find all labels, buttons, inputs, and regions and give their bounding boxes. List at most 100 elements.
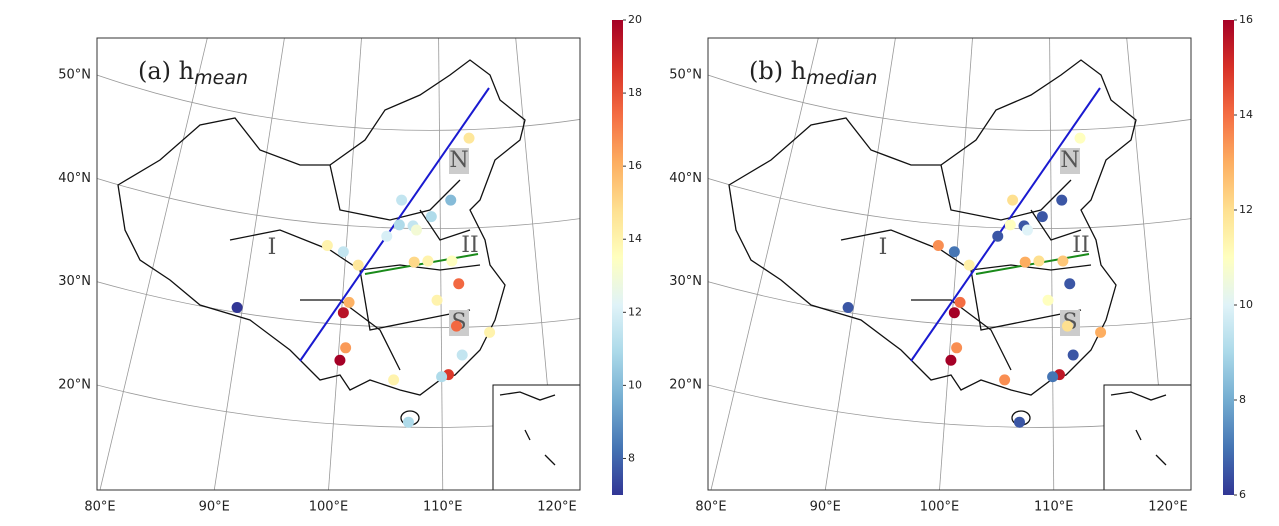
- colorbar-tick-label: 12: [1239, 203, 1253, 216]
- map-frame: [96, 37, 581, 491]
- meridian: [328, 38, 362, 490]
- meridian: [515, 38, 558, 490]
- station: [1057, 255, 1069, 267]
- region-label: N: [449, 148, 468, 173]
- meridian: [438, 38, 444, 490]
- parallel: [97, 74, 580, 131]
- station: [954, 296, 966, 308]
- colorbar-tick-label: 14: [1239, 108, 1253, 121]
- lon-label: 80°E: [84, 500, 115, 515]
- station: [932, 240, 944, 252]
- panel-title: (a) hmean: [138, 57, 248, 89]
- meridian: [99, 38, 208, 490]
- station: [352, 259, 364, 271]
- station: [337, 246, 349, 258]
- station: [436, 371, 448, 383]
- country-map: [117, 59, 581, 491]
- region-label: I: [879, 235, 888, 260]
- graticule: [708, 38, 1191, 490]
- parallel: [708, 74, 1191, 131]
- station: [231, 302, 243, 314]
- station: [337, 307, 349, 319]
- station: [410, 224, 422, 236]
- station: [1064, 278, 1076, 290]
- station: [343, 296, 355, 308]
- station: [948, 246, 960, 258]
- station: [453, 278, 465, 290]
- map-frame: [707, 37, 1192, 491]
- colorbar-tick-label: 10: [628, 378, 642, 391]
- station: [1013, 416, 1025, 428]
- station: [1036, 211, 1048, 223]
- station: [340, 342, 352, 354]
- station: [463, 132, 475, 144]
- lon-label: 120°E: [1148, 500, 1188, 515]
- country-map: [728, 59, 1192, 491]
- title-subscript: mean: [194, 67, 248, 89]
- lat-label: 50°N: [669, 68, 702, 83]
- station: [1047, 371, 1059, 383]
- lon-label: 110°E: [423, 500, 463, 515]
- lon-label: 110°E: [1034, 500, 1074, 515]
- lon-label: 80°E: [695, 500, 726, 515]
- lat-label: 30°N: [58, 274, 91, 289]
- panel-title: (b) hmedian: [749, 57, 877, 89]
- station: [396, 194, 408, 206]
- station: [842, 302, 854, 314]
- parallel: [97, 281, 580, 328]
- lat-label: 40°N: [669, 171, 702, 186]
- station: [321, 240, 333, 252]
- meridian: [1126, 38, 1169, 490]
- station: [963, 259, 975, 271]
- title-subscript: median: [806, 67, 877, 89]
- station: [1067, 349, 1079, 361]
- station: [408, 256, 420, 268]
- graticule: [97, 38, 580, 490]
- station: [1004, 219, 1016, 231]
- lat-label: 20°N: [58, 378, 91, 393]
- title-text: (b) h: [749, 57, 806, 85]
- colorbar-tick-label: 12: [628, 305, 642, 318]
- colorbar-tick-label: 6: [1239, 488, 1246, 501]
- station: [948, 307, 960, 319]
- parallel: [97, 177, 580, 229]
- station: [393, 219, 405, 231]
- station: [422, 255, 434, 267]
- colorbar-tick-label: 10: [1239, 298, 1253, 311]
- meridian: [1049, 38, 1055, 490]
- colorbar-tick-label: 8: [628, 451, 635, 464]
- parallel: [97, 384, 580, 428]
- colorbar-tick-label: 8: [1239, 393, 1246, 406]
- region-label: II: [461, 233, 478, 258]
- station: [1007, 194, 1019, 206]
- colorbar: [612, 20, 623, 495]
- lon-label: 90°E: [199, 500, 230, 515]
- station: [456, 349, 468, 361]
- station: [425, 211, 437, 223]
- lat-label: 50°N: [58, 68, 91, 83]
- meridian: [213, 38, 285, 490]
- station: [1056, 194, 1068, 206]
- station: [1021, 224, 1033, 236]
- colorbar-tick-label: 16: [628, 159, 642, 172]
- meridian: [939, 38, 973, 490]
- region-label: N: [1060, 148, 1079, 173]
- station: [484, 326, 496, 338]
- station: [1033, 255, 1045, 267]
- station: [999, 374, 1011, 386]
- station: [1061, 320, 1073, 332]
- parallel: [708, 177, 1191, 229]
- station: [446, 255, 458, 267]
- lat-label: 40°N: [58, 171, 91, 186]
- station: [992, 230, 1004, 242]
- panel-a: 80°E 90°E 100°E 110°E 120°E 20°N 30°N 40°N 50°N (…: [58, 13, 642, 515]
- title-text: (a) h: [138, 57, 194, 85]
- lon-label: 100°E: [309, 500, 349, 515]
- region-label: I: [268, 235, 277, 260]
- station: [1074, 132, 1086, 144]
- lon-label: 100°E: [920, 500, 960, 515]
- station: [1042, 294, 1054, 306]
- colorbar-tick-label: 18: [628, 86, 642, 99]
- station: [381, 230, 393, 242]
